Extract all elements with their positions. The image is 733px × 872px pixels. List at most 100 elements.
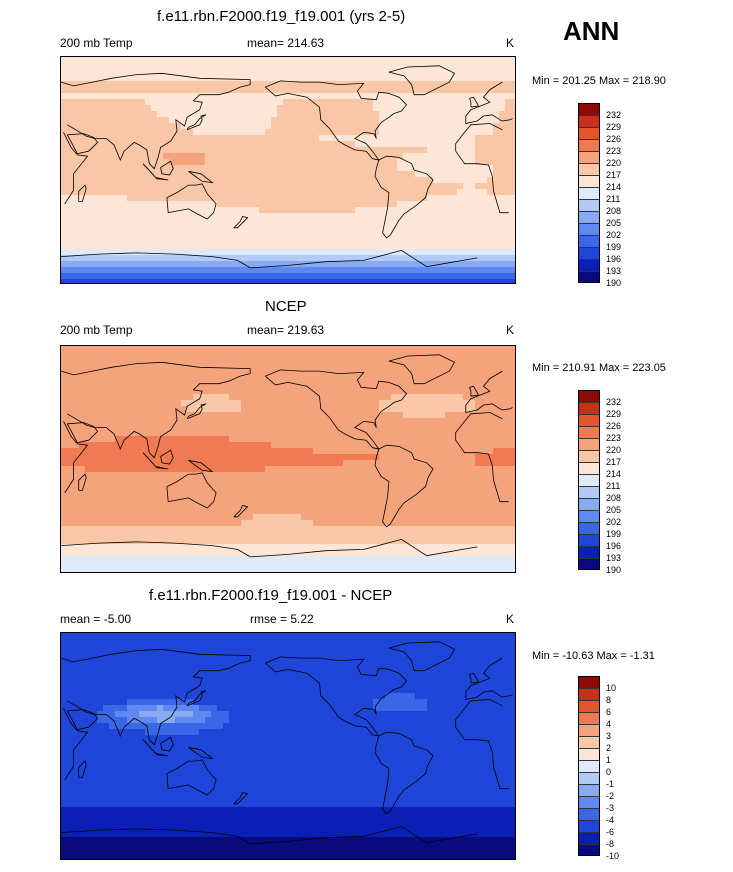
- colorbar-label: -4: [606, 815, 615, 825]
- coastline: [469, 96, 479, 108]
- colorbar-swatch: [578, 736, 600, 748]
- colorbar-swatch: [578, 175, 600, 187]
- coastline: [469, 385, 479, 397]
- colorbar-swatch: [578, 402, 600, 414]
- coastline: [233, 216, 249, 229]
- panel-1-left-label: 200 mb Temp: [60, 36, 133, 50]
- coastline: [455, 150, 509, 214]
- coastline: [61, 648, 251, 746]
- colorbar-label: 4: [606, 719, 612, 729]
- colorbar-frame: [578, 103, 600, 283]
- season-annotation: ANN: [563, 16, 620, 46]
- colorbar-swatch: [578, 522, 600, 534]
- coastline: [455, 439, 509, 503]
- coastline: [388, 354, 456, 385]
- coastline: [250, 538, 478, 558]
- colorbar-label: 211: [606, 194, 621, 204]
- colorbar-swatch: [578, 187, 600, 199]
- coastline: [61, 361, 251, 459]
- panel-3-colorbar: 10 8 6 4 3 2 1 0 -1 -2 -3 -4 -6 -8 -10: [578, 676, 658, 861]
- colorbar-label: 199: [606, 529, 622, 539]
- coastline: [250, 825, 478, 845]
- coastline: [160, 736, 174, 752]
- colorbar-label: 226: [606, 421, 622, 431]
- panel-3-map: [60, 632, 516, 860]
- colorbar-label: 196: [606, 254, 622, 264]
- colorbar-label: 220: [606, 158, 622, 168]
- colorbar-frame: [578, 390, 600, 570]
- colorbar-frame: [578, 676, 600, 856]
- coastline: [465, 81, 513, 124]
- coastline: [160, 449, 174, 465]
- coastline: [186, 690, 207, 707]
- panel-2-map: [60, 345, 516, 573]
- coastline: [469, 672, 479, 684]
- panel-3-title: f.e11.rbn.F2000.f19_f19.001 - NCEP: [149, 587, 393, 604]
- colorbar-swatch: [578, 271, 600, 283]
- colorbar-swatch: [578, 474, 600, 486]
- coastline: [374, 731, 434, 815]
- coastline: [166, 183, 217, 220]
- coastline: [78, 184, 87, 202]
- colorbar-label: 0: [606, 767, 612, 777]
- coastline: [78, 760, 87, 778]
- coastline: [63, 708, 89, 781]
- colorbar-swatch: [578, 163, 600, 175]
- colorbar-swatch: [578, 844, 600, 856]
- colorbar-swatch: [578, 772, 600, 784]
- coastline: [188, 746, 214, 760]
- coastline: [188, 170, 214, 184]
- colorbar-label: 196: [606, 541, 622, 551]
- colorbar-swatch: [578, 784, 600, 796]
- coastline: [250, 249, 478, 269]
- colorbar-label: -2: [606, 791, 615, 801]
- colorbar-label: 214: [606, 182, 622, 192]
- panel-1-mean-label: mean= 214.63: [247, 36, 325, 50]
- panel-1-title: f.e11.rbn.F2000.f19_f19.001 (yrs 2-5): [157, 8, 406, 25]
- colorbar-label: 190: [606, 565, 622, 575]
- colorbar-swatch: [578, 820, 600, 832]
- panel-1-minmax: Min = 201.25 Max = 218.90: [532, 75, 666, 87]
- colorbar-label: 3: [606, 731, 612, 741]
- colorbar-label: 217: [606, 170, 622, 180]
- coastline: [388, 641, 456, 672]
- colorbar-swatch: [578, 724, 600, 736]
- colorbar-label: 202: [606, 230, 622, 240]
- coastline: [188, 459, 214, 473]
- coastline: [142, 452, 169, 470]
- coastline: [233, 505, 249, 518]
- coastline: [455, 412, 503, 441]
- colorbar-swatch: [578, 235, 600, 247]
- colorbar-swatch: [578, 462, 600, 474]
- coastline: [61, 828, 251, 845]
- coastline: [142, 739, 169, 757]
- colorbar-label: 220: [606, 445, 622, 455]
- colorbar-swatch: [578, 760, 600, 772]
- colorbar-label: 205: [606, 505, 622, 515]
- coastline: [465, 657, 513, 700]
- coastline: [63, 421, 89, 494]
- colorbar-swatch: [578, 115, 600, 127]
- coastline: [233, 792, 249, 805]
- panel-1-contour-field: [61, 57, 515, 283]
- coastline: [186, 114, 207, 131]
- coastline: [455, 123, 503, 152]
- colorbar-label: 229: [606, 122, 622, 132]
- panel-2-units-label: K: [506, 323, 515, 337]
- colorbar-swatch: [578, 712, 600, 724]
- colorbar-label: -10: [606, 851, 620, 861]
- colorbar-swatch: [578, 808, 600, 820]
- colorbar-label: 193: [606, 553, 622, 563]
- colorbar-swatch: [578, 199, 600, 211]
- coastline: [374, 155, 434, 239]
- colorbar-swatch: [578, 748, 600, 760]
- coastline: [61, 72, 251, 170]
- coastline: [265, 656, 408, 737]
- coastline: [63, 132, 89, 205]
- panel-1-map: [60, 56, 516, 284]
- colorbar-label: 193: [606, 266, 622, 276]
- colorbar-swatch: [578, 486, 600, 498]
- colorbar-label: 211: [606, 481, 621, 491]
- colorbar-swatch: [578, 558, 600, 570]
- panel-2-title: NCEP: [265, 298, 307, 315]
